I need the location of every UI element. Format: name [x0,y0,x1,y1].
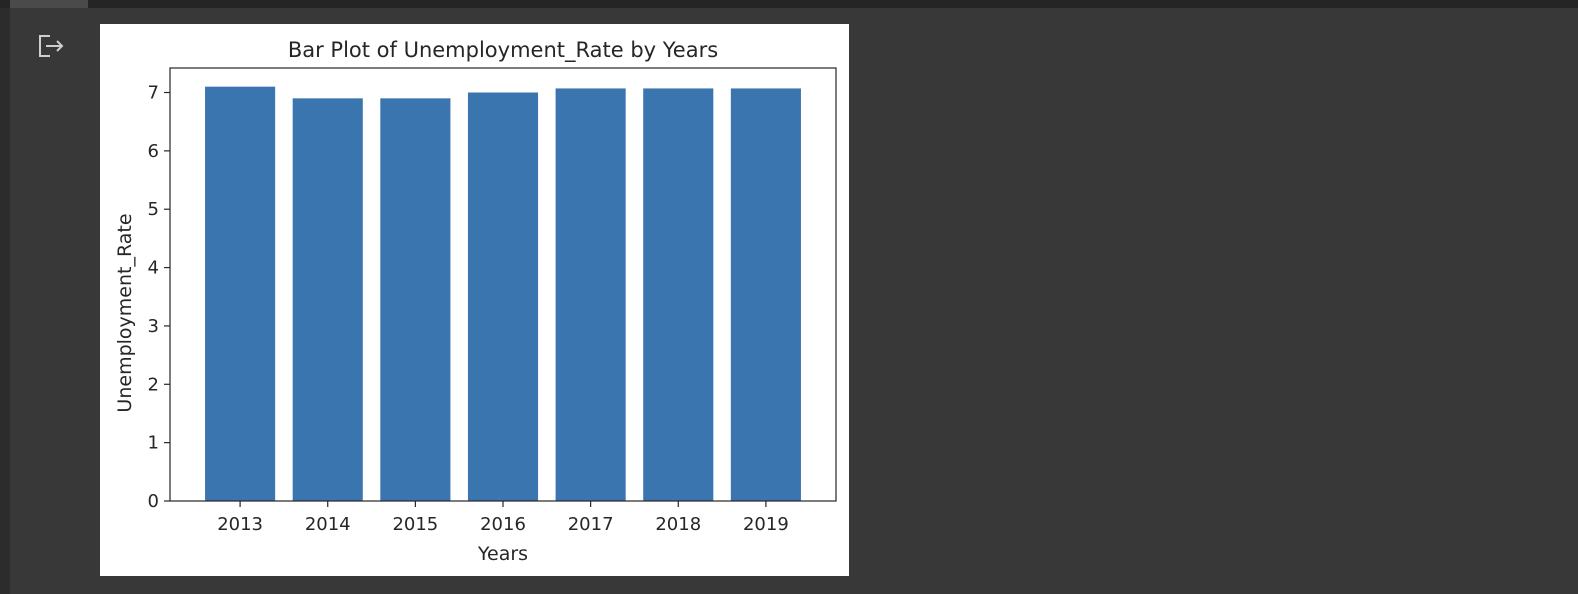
y-tick-label: 1 [148,433,159,454]
y-tick-label: 2 [148,374,159,395]
bar-2017 [555,88,626,501]
bar-group [205,86,801,502]
bar-2016 [467,92,539,502]
x-tick-label: 2017 [568,514,614,535]
output-redirect-icon[interactable] [36,32,66,60]
bar-chart: Bar Plot of Unemployment_Rate by Years 0… [114,38,837,565]
y-tick-label: 5 [148,199,159,220]
x-tick-label: 2015 [392,514,438,535]
x-tick-label: 2016 [480,514,526,535]
chart-title: Bar Plot of Unemployment_Rate by Years [288,38,718,63]
cell-output-area: Bar Plot of Unemployment_Rate by Years 0… [100,24,849,576]
x-tick-label: 2013 [217,514,263,535]
x-axis-ticks: 2013 2014 2015 2016 2017 2018 2019 [217,501,789,535]
output-redirect-icon-graphic [39,35,64,57]
bar-2014 [292,98,363,501]
y-tick-label: 7 [148,83,159,104]
y-tick-label: 0 [148,491,159,512]
x-axis-label: Years [477,543,528,565]
x-tick-label: 2014 [305,514,351,535]
y-tick-label: 3 [148,316,159,337]
bar-2019 [730,88,801,501]
notebook-top-bar [0,0,1578,8]
y-tick-label: 6 [148,141,159,162]
y-axis-ticks: 0 1 2 3 4 5 6 7 [148,83,170,512]
y-tick-label: 4 [148,258,159,279]
y-axis-label: Unemployment_Rate [114,213,136,412]
plot-frame [169,67,837,502]
x-tick-label: 2019 [743,514,789,535]
bar-2018 [643,88,714,501]
cell-gutter [0,8,10,594]
cell-tab[interactable] [10,0,88,8]
bar-2015 [380,98,451,501]
x-tick-label: 2018 [655,514,701,535]
bar-2013 [205,86,276,501]
